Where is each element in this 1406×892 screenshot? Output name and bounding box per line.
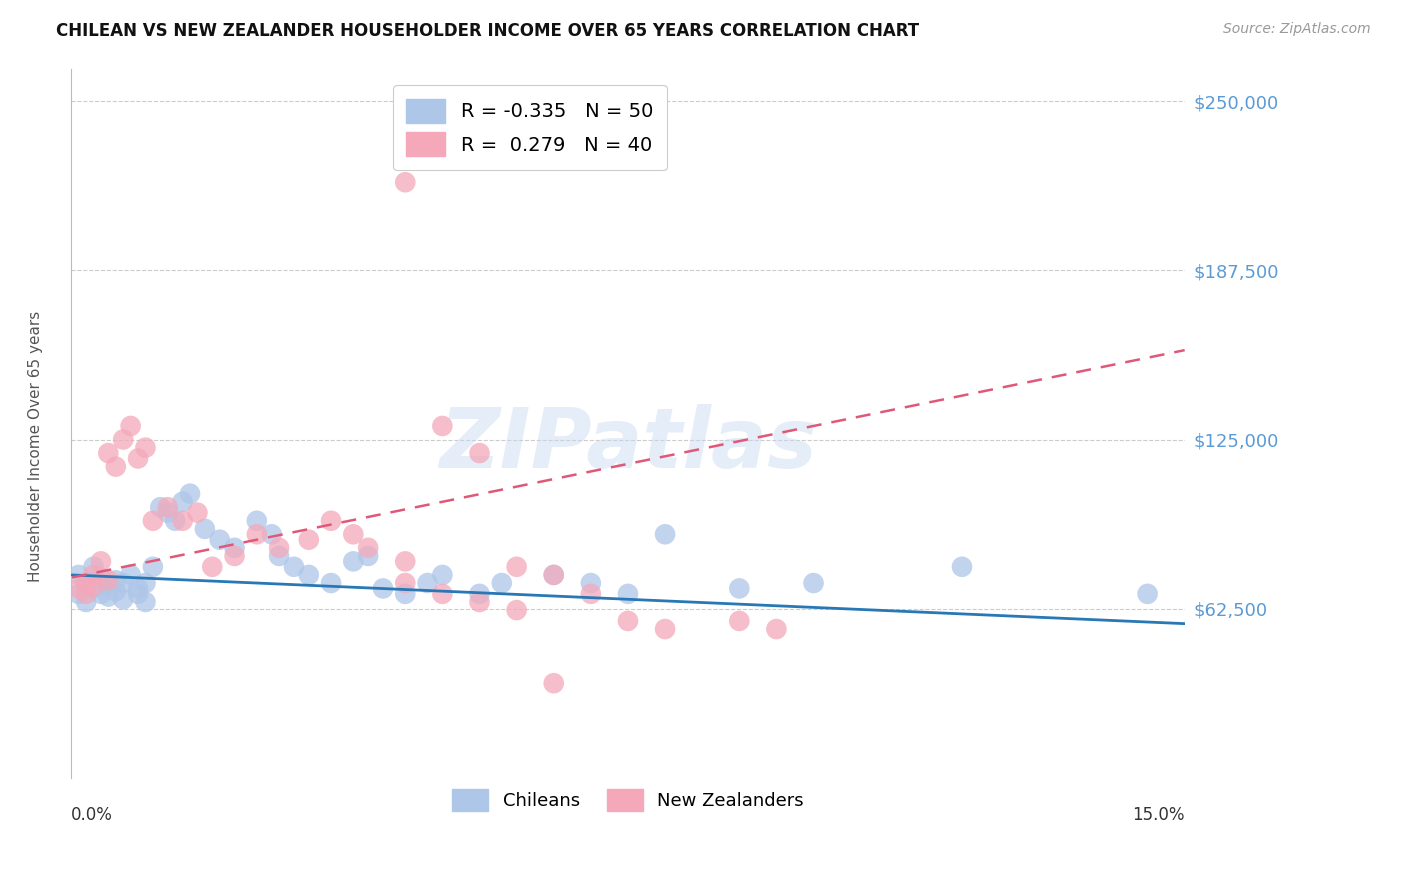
- Point: [267, 541, 290, 555]
- Point: [298, 533, 321, 547]
- Point: [179, 486, 201, 500]
- Point: [468, 587, 491, 601]
- Point: [104, 584, 127, 599]
- Point: [208, 533, 231, 547]
- Point: [97, 574, 120, 588]
- Point: [67, 587, 90, 601]
- Point: [432, 568, 454, 582]
- Point: [260, 527, 283, 541]
- Point: [491, 576, 513, 591]
- Point: [149, 500, 172, 515]
- Point: [224, 541, 246, 555]
- Text: 15.0%: 15.0%: [1132, 806, 1185, 824]
- Point: [172, 495, 194, 509]
- Point: [543, 676, 565, 690]
- Point: [134, 441, 156, 455]
- Point: [394, 175, 416, 189]
- Point: [201, 559, 224, 574]
- Point: [765, 622, 787, 636]
- Point: [342, 554, 364, 568]
- Point: [67, 582, 90, 596]
- Point: [75, 576, 97, 591]
- Point: [194, 522, 217, 536]
- Point: [394, 554, 416, 568]
- Point: [371, 582, 394, 596]
- Point: [579, 587, 602, 601]
- Point: [104, 459, 127, 474]
- Point: [505, 603, 527, 617]
- Point: [803, 576, 825, 591]
- Point: [97, 590, 120, 604]
- Legend: Chileans, New Zealanders: Chileans, New Zealanders: [444, 782, 811, 819]
- Point: [83, 568, 105, 582]
- Point: [120, 419, 142, 434]
- Point: [172, 514, 194, 528]
- Point: [394, 587, 416, 601]
- Point: [83, 559, 105, 574]
- Point: [579, 576, 602, 591]
- Point: [83, 582, 105, 596]
- Text: Source: ZipAtlas.com: Source: ZipAtlas.com: [1223, 22, 1371, 37]
- Point: [357, 541, 380, 555]
- Point: [75, 587, 97, 601]
- Point: [112, 592, 135, 607]
- Point: [156, 506, 179, 520]
- Text: CHILEAN VS NEW ZEALANDER HOUSEHOLDER INCOME OVER 65 YEARS CORRELATION CHART: CHILEAN VS NEW ZEALANDER HOUSEHOLDER INC…: [56, 22, 920, 40]
- Point: [394, 576, 416, 591]
- Point: [319, 514, 342, 528]
- Point: [468, 595, 491, 609]
- Point: [224, 549, 246, 563]
- Point: [267, 549, 290, 563]
- Point: [654, 622, 676, 636]
- Point: [357, 549, 380, 563]
- Point: [97, 579, 120, 593]
- Point: [543, 568, 565, 582]
- Point: [112, 576, 135, 591]
- Point: [75, 576, 97, 591]
- Point: [90, 571, 112, 585]
- Point: [543, 568, 565, 582]
- Point: [505, 559, 527, 574]
- Point: [120, 568, 142, 582]
- Point: [127, 451, 149, 466]
- Point: [617, 587, 640, 601]
- Point: [298, 568, 321, 582]
- Point: [127, 582, 149, 596]
- Point: [432, 419, 454, 434]
- Point: [950, 559, 973, 574]
- Text: 0.0%: 0.0%: [72, 806, 112, 824]
- Point: [1136, 587, 1159, 601]
- Point: [468, 446, 491, 460]
- Point: [83, 579, 105, 593]
- Point: [319, 576, 342, 591]
- Point: [90, 554, 112, 568]
- Point: [728, 582, 751, 596]
- Point: [246, 527, 269, 541]
- Point: [134, 576, 156, 591]
- Point: [104, 574, 127, 588]
- Point: [654, 527, 676, 541]
- Point: [127, 587, 149, 601]
- Point: [156, 500, 179, 515]
- Point: [75, 595, 97, 609]
- Point: [134, 595, 156, 609]
- Text: Householder Income Over 65 years: Householder Income Over 65 years: [28, 310, 42, 582]
- Text: ZIPatlas: ZIPatlas: [439, 404, 817, 485]
- Point: [246, 514, 269, 528]
- Point: [112, 433, 135, 447]
- Point: [728, 614, 751, 628]
- Point: [617, 614, 640, 628]
- Point: [165, 514, 187, 528]
- Point: [342, 527, 364, 541]
- Point: [97, 446, 120, 460]
- Point: [142, 559, 165, 574]
- Point: [416, 576, 439, 591]
- Point: [67, 568, 90, 582]
- Point: [432, 587, 454, 601]
- Point: [142, 514, 165, 528]
- Point: [283, 559, 305, 574]
- Point: [90, 587, 112, 601]
- Point: [186, 506, 208, 520]
